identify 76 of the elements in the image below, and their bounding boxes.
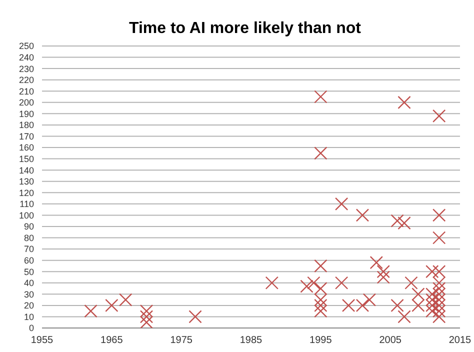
point [432,293,446,306]
point [362,293,376,306]
y-tick-label: 250 [18,41,34,52]
point [119,293,132,306]
point [188,310,202,324]
point [376,265,390,278]
point [140,310,154,324]
point [140,304,154,318]
point [314,293,328,306]
point [390,298,404,312]
chart-title: Time to AI more likely than not [128,19,362,39]
y-tick-label: 90 [24,222,34,232]
point [314,146,328,160]
point [432,298,446,312]
y-tick-label: 0 [28,323,34,334]
y-tick-label: 30 [24,289,34,300]
y-tick-label: 150 [18,154,34,164]
point [432,231,446,244]
point [84,304,98,318]
point [404,276,418,290]
point [390,214,404,228]
point [398,96,411,109]
y-tick-label: 100 [18,210,34,220]
point [398,216,411,230]
y-tick-label: 20 [24,300,34,311]
point [334,276,348,290]
y-tick-label: 10 [24,312,34,322]
y-tick-label: 140 [18,165,34,176]
point [426,265,439,278]
point [314,298,328,312]
point [370,256,383,270]
point [432,282,446,296]
y-tick-label: 60 [24,256,34,266]
point [314,304,328,318]
point [356,208,370,222]
y-tick-label: 50 [24,266,34,277]
point [426,293,439,306]
y-tick-label: 180 [18,120,34,130]
x-tick-label: 1975 [170,335,193,346]
point [334,197,348,211]
x-tick-label: 1955 [30,335,54,346]
x-tick-label: 2005 [379,335,402,346]
y-tick-label: 240 [18,52,34,62]
y-tick-label: 80 [24,232,34,243]
y-tick-label: 220 [18,75,34,86]
y-tick-label: 230 [18,64,34,74]
x-tick-label: 2015 [448,335,472,346]
y-tick-label: 200 [18,98,34,108]
point [265,276,278,290]
x-tick-label: 1995 [310,335,332,346]
point [314,259,328,273]
y-tick-label: 160 [18,142,34,153]
y-tick-label: 70 [24,244,34,254]
point [398,310,411,324]
x-tick-label: 1965 [100,335,124,346]
y-tick-label: 120 [18,188,34,198]
point [432,310,446,324]
point [314,90,328,104]
y-tick-label: 40 [24,278,34,288]
point [432,276,446,290]
point [432,265,446,278]
point [432,208,446,222]
point [376,270,390,284]
y-tick-label: 210 [18,86,34,96]
point [432,304,446,318]
point [140,316,154,328]
point [105,298,118,312]
y-tick-label: 170 [18,131,34,142]
y-tick-label: 130 [18,176,34,187]
point [432,288,446,301]
point [432,109,446,123]
point [307,276,320,290]
point [426,304,439,318]
y-tick-label: 190 [18,108,34,119]
y-tick-label: 110 [20,199,34,210]
x-tick-label: 1985 [240,335,263,346]
